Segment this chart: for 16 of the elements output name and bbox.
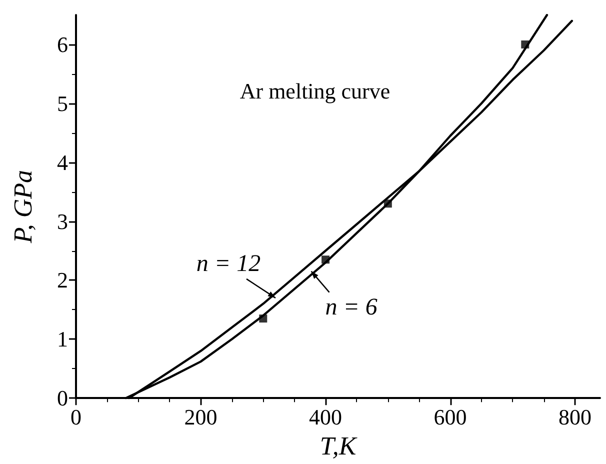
annotation: n = 12 bbox=[196, 250, 261, 277]
y-tick-label: 5 bbox=[57, 90, 68, 116]
x-axis-title: T,K bbox=[320, 432, 358, 460]
text: Ar melting curve bbox=[240, 78, 390, 104]
y-tick-label: 4 bbox=[57, 150, 68, 175]
x-tick-label: 200 bbox=[184, 404, 218, 430]
y-tick-label: 0 bbox=[57, 386, 68, 411]
y-axis-title: P, GPa bbox=[8, 170, 38, 244]
y-tick-label: 1 bbox=[57, 326, 68, 352]
y-tick-label: 2 bbox=[57, 268, 68, 293]
y-tick-label: 3 bbox=[57, 208, 68, 234]
x-tick-label: 800 bbox=[558, 404, 592, 430]
y-tick-label: 6 bbox=[57, 32, 68, 57]
annotation: n = 6 bbox=[325, 294, 378, 320]
x-tick-label: 400 bbox=[309, 404, 342, 430]
x-tick-label: 600 bbox=[434, 404, 467, 430]
